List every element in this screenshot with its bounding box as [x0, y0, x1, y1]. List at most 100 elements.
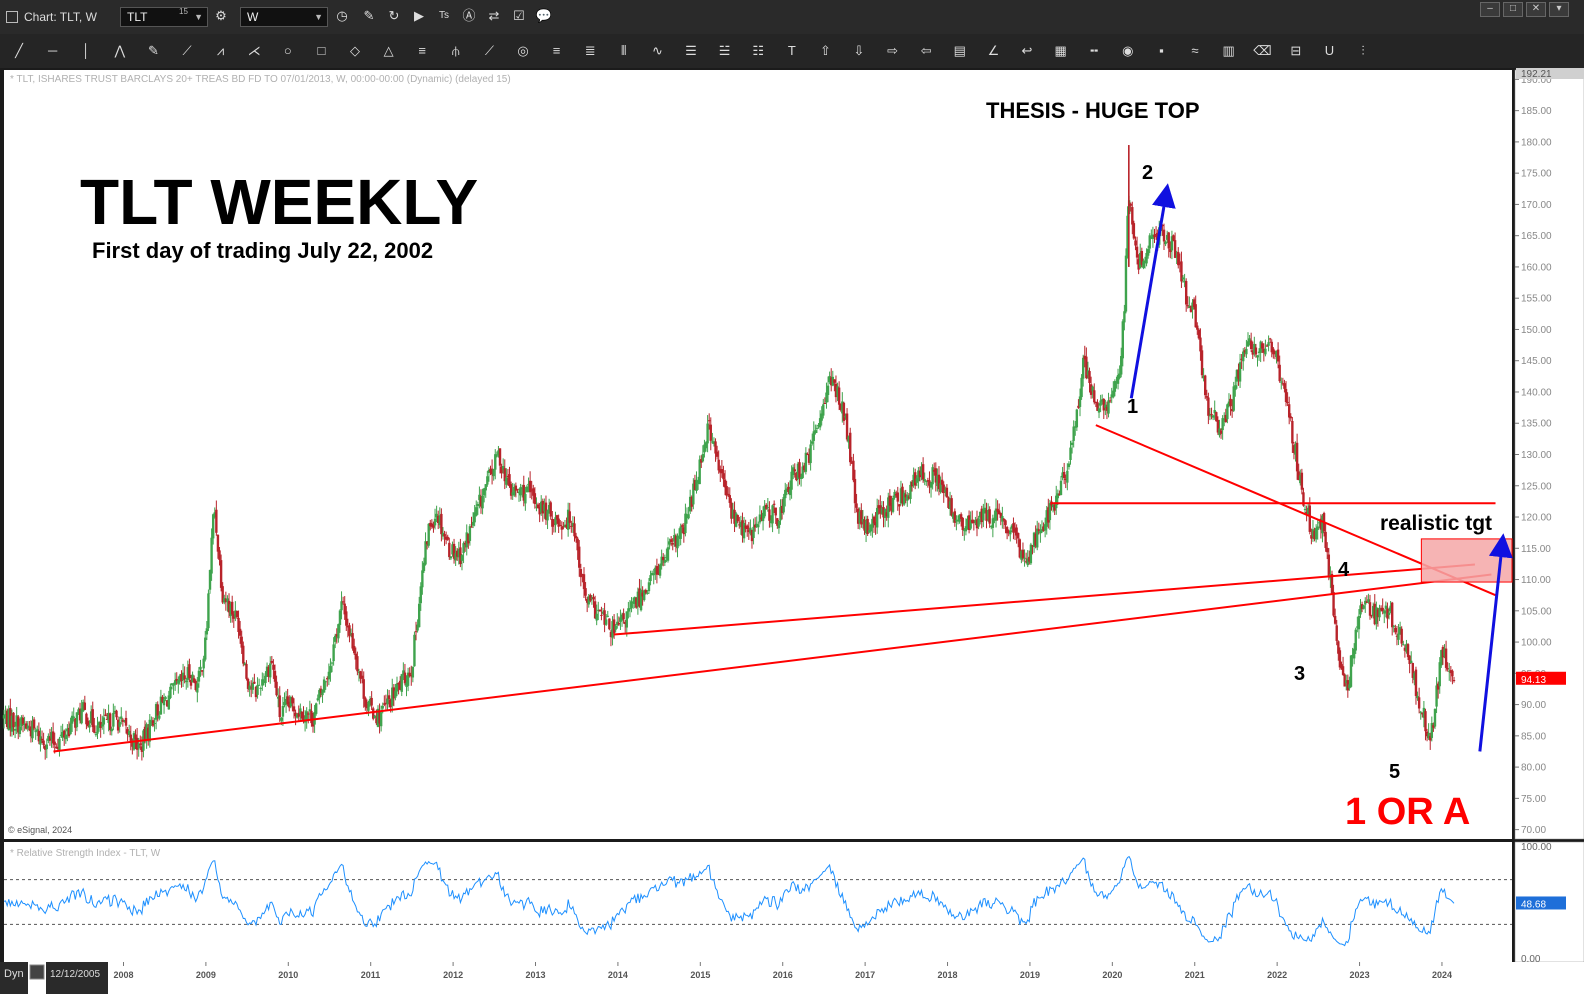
fib-tool-icon[interactable]: ⩘ — [216, 43, 225, 58]
candle — [257, 678, 261, 686]
regression-icon[interactable]: ⟋ — [484, 43, 494, 58]
line-tool-icon[interactable]: ╱ — [15, 43, 23, 58]
window-close-button[interactable]: ✕ — [1526, 2, 1546, 17]
candle-body — [739, 521, 743, 528]
swap-icon[interactable]: ⇄ — [488, 8, 500, 23]
candle — [728, 487, 731, 508]
candle — [1105, 401, 1109, 420]
pencil-icon[interactable]: ✎ — [363, 8, 375, 23]
candle — [516, 488, 519, 494]
candle-body — [429, 522, 432, 527]
rectangle-icon[interactable]: □ — [317, 43, 326, 58]
horizontal-line-icon[interactable]: ─ — [47, 43, 58, 58]
clock-icon[interactable]: ◷ — [336, 8, 348, 23]
candle-body — [91, 709, 94, 728]
candle — [151, 717, 155, 728]
candle-body — [801, 466, 804, 478]
candle — [590, 595, 594, 605]
chevron-down-icon[interactable]: ▼ — [314, 12, 323, 22]
candle-body — [711, 441, 714, 443]
diamond-icon[interactable]: ◇ — [350, 43, 360, 58]
candle-body — [408, 672, 411, 677]
tlt-chart[interactable]: 190.00185.00180.00175.00170.00165.00160.… — [0, 68, 1584, 994]
eraser-icon[interactable]: ⌫ — [1253, 43, 1272, 58]
candle — [1253, 336, 1256, 357]
candle — [194, 679, 197, 692]
list-icon[interactable]: ☰ — [685, 43, 697, 58]
pencil-icon[interactable]: ✎ — [147, 43, 159, 58]
refresh-icon[interactable]: ↻ — [388, 8, 400, 23]
arrow-right-icon[interactable]: ⇨ — [887, 43, 899, 58]
ellipse-icon[interactable]: ○ — [283, 43, 292, 58]
candle-body — [1378, 607, 1381, 618]
settings-sliders-icon[interactable]: ⫶ — [1361, 43, 1365, 58]
arrow-up-icon[interactable]: ⇧ — [819, 43, 831, 58]
candle-body — [902, 492, 906, 505]
chevron-down-icon[interactable]: ▼ — [194, 12, 203, 22]
interval-select[interactable]: W ▼ — [240, 7, 328, 27]
candle-body — [357, 671, 361, 673]
gann-fan-icon[interactable]: ⋌ — [247, 43, 261, 58]
candle-body — [761, 512, 765, 522]
window-restore-button[interactable]: □ — [1503, 2, 1523, 17]
candle — [522, 475, 525, 507]
candle — [787, 482, 790, 495]
fib-fan-icon[interactable]: ⟋ — [182, 43, 192, 58]
window-menu-button[interactable]: ▾ — [1549, 2, 1569, 17]
arrow-left-icon[interactable]: ⇦ — [920, 43, 932, 58]
candle — [161, 695, 164, 704]
window-minimize-button[interactable]: – — [1480, 2, 1500, 17]
candle — [685, 507, 689, 524]
candle-body — [481, 495, 484, 509]
pti-icon[interactable]: ▪ — [1159, 43, 1164, 58]
candle-body — [150, 721, 153, 723]
candle-body — [658, 564, 662, 576]
list-more-icon[interactable]: ☷ — [752, 43, 765, 58]
bars-icon[interactable]: ▤ — [953, 43, 966, 58]
polyline-icon[interactable]: ⋀ — [114, 43, 126, 58]
checkbox-icon[interactable]: ☑ — [513, 8, 525, 23]
candle — [592, 593, 595, 608]
candle-body — [785, 488, 789, 491]
candle — [251, 677, 254, 694]
candle — [319, 685, 323, 698]
triangle-icon[interactable]: △ — [383, 43, 394, 58]
candle-body — [520, 488, 524, 490]
candle-body — [1405, 643, 1408, 652]
ts-icon[interactable]: Ts — [439, 10, 449, 21]
comment-icon[interactable]: ⊟ — [1290, 43, 1302, 58]
vertical-line-icon[interactable]: │ — [82, 43, 91, 58]
chat-icon[interactable]: 💬 — [535, 8, 553, 23]
magnet-icon[interactable]: U — [1324, 43, 1335, 58]
candle-body — [760, 517, 763, 520]
align-center-icon[interactable]: ≣ — [584, 43, 596, 58]
play-icon[interactable]: ▶ — [414, 8, 424, 23]
pitchfork-icon[interactable]: ⫛ — [451, 43, 460, 58]
alert-icon[interactable]: Ⓐ — [462, 8, 476, 23]
text-tool-icon[interactable]: T — [787, 43, 796, 58]
cycle-icon[interactable]: ≈ — [1191, 43, 1199, 58]
angle-icon[interactable]: ∠ — [987, 43, 1000, 58]
candle — [1351, 647, 1354, 667]
candle — [1043, 517, 1047, 538]
wave-icon[interactable]: ∿ — [651, 43, 663, 58]
table-icon[interactable]: ▥ — [1222, 43, 1235, 58]
dyn-label: Dyn — [4, 968, 24, 980]
arrow-down-icon[interactable]: ⇩ — [853, 43, 865, 58]
arrow-back-icon[interactable]: ↩ — [1021, 43, 1033, 58]
symbol-input[interactable]: TLT 15 ▼ — [120, 7, 208, 27]
candle-body — [85, 713, 88, 725]
ruler-icon[interactable]: ╍ — [1090, 43, 1099, 58]
columns-icon[interactable]: ⦀ — [620, 43, 627, 58]
candle — [760, 510, 763, 522]
candle-body — [587, 596, 590, 605]
grid-icon[interactable]: ▦ — [1054, 43, 1067, 58]
candle-body — [597, 609, 600, 611]
channel-icon[interactable]: ≡ — [418, 43, 426, 58]
align-left-icon[interactable]: ≡ — [552, 43, 561, 58]
circle-target-icon[interactable]: ◎ — [517, 43, 529, 58]
eye-icon[interactable]: ◉ — [1122, 43, 1134, 58]
candle — [383, 695, 386, 707]
link-icon[interactable]: ⚙ — [215, 8, 227, 23]
list-alt-icon[interactable]: ☱ — [718, 43, 731, 58]
